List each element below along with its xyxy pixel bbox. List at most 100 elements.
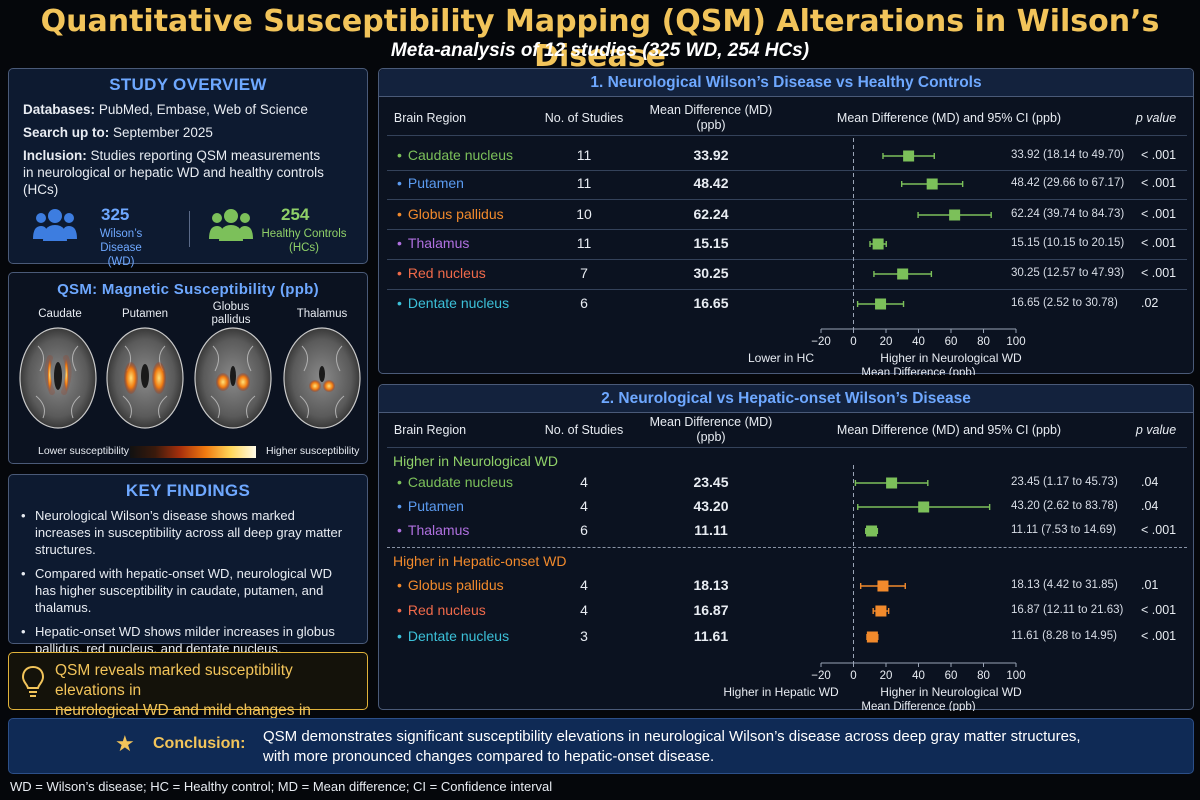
conclusion-line-1: QSM demonstrates significant susceptibil… [263,728,1081,745]
group-label-hepatic: Higher in Hepatic-onset WD [393,553,567,569]
bullet-icon: • [397,602,402,618]
studies-count: 3 [580,628,588,644]
bullet-icon: • [397,175,402,191]
point-estimate-marker [949,209,961,221]
region-label: Thalamus [407,522,470,538]
bullet-icon: • [397,522,402,538]
page-title: Quantitative Susceptibility Mapping (QSM… [40,4,1160,74]
counts-divider [189,211,190,247]
panel-1-forest-plot: −20 0 20 40 60 80 100 Lower in HC Higher in Neur… [748,138,1026,375]
databases-label: Databases: [23,102,96,117]
col-header-md: Mean Difference (MD) (ppb) [641,103,781,133]
region-label: Globus pallidus [407,206,504,222]
col-header-forest: Mean Difference (MD) and 95% CI (ppb) [836,111,1062,125]
region-name: • Globus pallidus [397,577,504,593]
callout-line-1: QSM reveals marked susceptibility elevat… [55,662,293,699]
x-tick-label: 60 [945,336,958,348]
mean-difference: 11.11 [694,522,728,538]
p-value: .01 [1141,578,1159,592]
col-header-md: Mean Difference (MD) (ppb) [641,415,781,445]
region-name: • Putamen [397,175,464,191]
col-header-md-line-2: (ppb) [696,118,726,132]
finding-item: Compared with hepatic-onset WD, neurolog… [21,565,353,616]
region-name: • Globus pallidus [397,206,504,222]
x-tick-label: 0 [850,670,856,682]
conclusion-line-2: with more pronounced changes compared to… [263,748,715,765]
col-header-studies: No. of Studies [544,111,624,125]
x-tick-label: 80 [977,336,990,348]
mean-difference: 43.20 [693,498,729,514]
col-header-region: Brain Region [393,111,467,125]
x-tick-label: 20 [880,336,893,348]
studies-count: 4 [580,602,588,618]
region-label: Globus pallidus [407,577,504,593]
p-value: .04 [1141,475,1159,489]
region-label: Red nucleus [407,602,486,618]
studies-count: 4 [580,498,588,514]
panel-1-heading: 1. Neurological Wilson’s Disease vs Heal… [379,69,1193,97]
col-header-forest: Mean Difference (MD) and 95% CI (ppb) [836,423,1062,437]
studies-count: 6 [580,295,588,311]
wd-count: 325 [101,205,130,224]
mean-difference: 48.42 [693,175,729,191]
point-estimate-marker [866,631,878,643]
mean-difference: 33.92 [693,147,729,163]
x-tick-label: 80 [977,670,990,682]
ci-text: 16.65 (2.52 to 30.78) [1011,297,1118,309]
x-tick-label: 0 [850,336,856,348]
search-value: September 2025 [113,125,213,140]
panel-2-heading: 2. Neurological vs Hepatic-onset Wilson’… [379,385,1193,413]
point-estimate-marker [866,525,878,537]
inclusion-value-1: Studies reporting QSM measurements [90,148,321,163]
brain-label-putamen: Putamen [121,308,169,320]
mean-difference: 23.45 [693,474,729,490]
wd-label: Wilson’s Disease (WD) [83,227,159,269]
thalamus-brain-image [283,327,361,429]
axis-left-label: Lower in HC [748,351,814,365]
bullet-icon: • [397,235,402,251]
susceptibility-colorbar [130,446,256,458]
region-name: • Thalamus [397,522,469,538]
bullet-icon: • [397,628,402,644]
study-overview-heading: STUDY OVERVIEW [109,75,267,94]
studies-count: 10 [576,206,592,222]
axis-right-label: Higher in Neurological WD [880,685,1022,699]
x-tick-label: −20 [811,670,831,682]
caudate-brain-image [19,327,97,429]
search-line: Search up to: September 2025 [9,124,367,141]
row-separator [387,289,1187,290]
inclusion-value-2: in neurological or hepatic WD and health… [23,165,324,180]
inclusion-label: Inclusion: [23,148,87,163]
ci-text: 62.24 (39.74 to 84.73) [1011,208,1125,220]
bullet-icon: • [397,577,402,593]
qsm-heading: QSM: Magnetic Susceptibility (ppb) [57,281,319,298]
inclusion-line: Inclusion: Studies reporting QSM measure… [9,147,367,198]
wd-label-line-1: Wilson’s Disease [99,228,143,254]
studies-count: 6 [580,522,588,538]
mean-difference: 30.25 [693,265,729,281]
point-estimate-marker [875,298,887,310]
search-label: Search up to: [23,125,110,140]
region-label: Putamen [407,175,464,191]
conclusion-banner: ★ Conclusion: QSM demonstrates significa… [8,718,1194,774]
studies-count: 7 [580,265,588,281]
mean-difference: 18.13 [693,577,729,593]
wd-label-line-2: (WD) [107,256,135,268]
participant-counts: 325 Wilson’s Disease (WD) 254 Healthy Co… [9,205,369,268]
point-estimate-marker [897,268,909,280]
col-header-p: p value [1135,423,1177,437]
hc-label-line-1: Healthy Controls [261,228,347,240]
region-name: • Dentate nucleus [397,295,509,311]
takeaway-callout: QSM reveals marked susceptibility elevat… [8,652,368,739]
region-label: Caudate nucleus [407,474,513,490]
p-value: .04 [1141,499,1159,513]
brain-label-caudate: Caudate [38,308,82,320]
ci-text: 16.87 (12.11 to 21.63) [1011,604,1124,616]
brain-label-thalamus: Thalamus [296,308,348,320]
point-estimate-marker [903,150,915,162]
ci-text: 30.25 (12.57 to 47.93) [1011,267,1125,279]
ci-text: 11.11 (7.53 to 14.69) [1011,524,1117,536]
region-label: Thalamus [407,235,470,251]
p-value: < .001 [1141,266,1177,280]
key-findings-panel: KEY FINDINGS Neurological Wilson’s disea… [8,474,368,656]
